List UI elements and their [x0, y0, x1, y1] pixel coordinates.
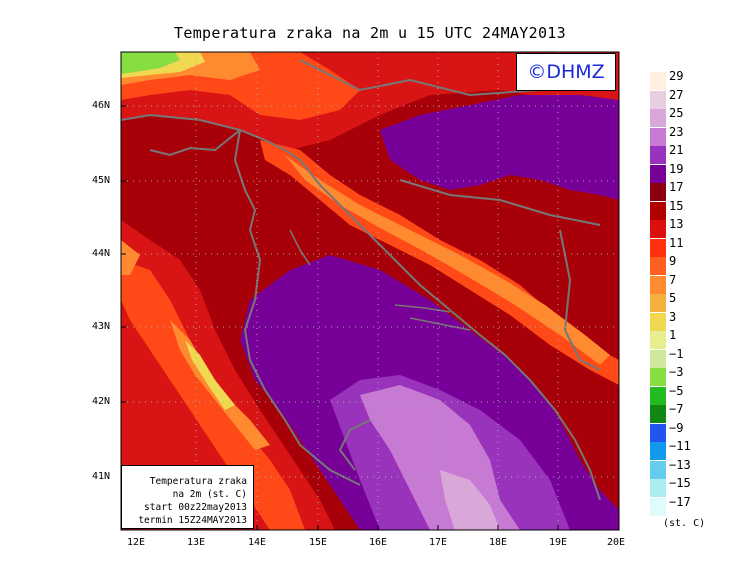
lon-label: 16E: [368, 537, 388, 548]
legend-swatch: [650, 497, 666, 516]
legend-swatch: [650, 257, 666, 275]
lat-label: 46N: [92, 100, 111, 111]
lon-label: 20E: [606, 537, 626, 548]
legend-tick-label: −17: [669, 494, 691, 509]
legend-swatch: [650, 220, 666, 238]
legend-swatch: [650, 405, 666, 423]
dhmz-logo: ©DHMZ: [516, 53, 616, 91]
legend-swatch: [650, 183, 666, 201]
legend-swatch: [650, 312, 666, 331]
lon-label: 18E: [488, 537, 508, 548]
temp-zone-coldest: [121, 52, 180, 74]
legend-swatch: [650, 442, 666, 460]
lon-label: 12E: [126, 537, 146, 548]
legend-tick-label: 23: [669, 124, 684, 139]
legend-tick-label: −9: [669, 420, 684, 435]
lon-label: 15E: [308, 537, 328, 548]
info-line-1: Temperatura zraka: [149, 476, 247, 487]
legend-swatch: [650, 460, 666, 479]
info-line-4: termin 15Z24MAY2013: [138, 515, 247, 526]
lon-label: 19E: [548, 537, 568, 548]
legend-swatch: [650, 201, 666, 220]
legend-tick-label: −11: [669, 439, 691, 453]
temp-zone-italy: [121, 220, 335, 530]
legend-swatch: [650, 479, 666, 497]
lon-label: 13E: [186, 537, 206, 548]
lat-label: 45N: [92, 175, 111, 186]
legend-swatch: [650, 238, 666, 257]
legend-tick-label: −15: [669, 476, 691, 490]
legend-swatch: [650, 164, 666, 183]
legend-swatch: [650, 423, 666, 442]
legend-tick-label: 11: [669, 235, 684, 250]
info-line-2: na 2m (st. C): [172, 489, 247, 500]
legend-tick-label: −1: [669, 346, 684, 361]
legend-tick-label: 9: [669, 254, 677, 268]
legend-tick-label: 19: [669, 161, 684, 176]
legend-swatch: [650, 127, 666, 146]
legend-tick-label: 7: [669, 272, 677, 287]
map-frame: [120, 51, 620, 531]
temp-zone-interior-purple: [380, 95, 619, 200]
legend-tick-label: 3: [669, 309, 677, 324]
legend-swatch: [650, 349, 666, 368]
legend-swatch: [650, 386, 666, 405]
legend-tick-label: 15: [669, 198, 684, 213]
legend-swatch: [650, 368, 666, 386]
coastline: [121, 59, 601, 501]
legend-tick-label: 21: [669, 143, 684, 157]
legend-tick-label: −7: [669, 402, 684, 416]
legend-tick-label: 29: [669, 69, 684, 83]
gridlines: [121, 52, 619, 530]
lat-label: 43N: [92, 321, 111, 332]
map-title: Temperatura zraka na 2m u 15 UTC 24MAY20…: [174, 24, 566, 42]
legend-unit: (st. C): [663, 518, 706, 529]
legend-swatch: [650, 72, 666, 90]
legend-swatch: [650, 146, 666, 164]
lon-label: 17E: [428, 537, 448, 548]
lon-label: 14E: [247, 537, 267, 548]
legend-swatch: [650, 275, 666, 294]
legend-tick-label: 27: [669, 87, 684, 102]
islands: [289, 229, 471, 331]
info-box: Temperatura zraka na 2m (st. C) start 00…: [121, 465, 254, 529]
legend-tick-label: −3: [669, 365, 684, 379]
legend-swatch: [650, 109, 666, 127]
legend-tick-label: −5: [669, 383, 684, 398]
legend-tick-label: 1: [669, 328, 677, 342]
legend-tick-label: 13: [669, 217, 684, 231]
lat-label: 41N: [92, 471, 111, 482]
legend-swatch: [650, 331, 666, 349]
legend-tick-label: −13: [669, 457, 691, 472]
lat-label: 42N: [92, 396, 111, 407]
legend-tick-label: 17: [669, 180, 684, 194]
legend-swatch: [650, 90, 666, 109]
legend-swatch: [650, 294, 666, 312]
legend-tick-label: 5: [669, 291, 677, 305]
info-line-3: start 00z22may2013: [144, 502, 247, 513]
legend-tick-label: 25: [669, 106, 684, 120]
lat-label: 44N: [92, 248, 111, 259]
